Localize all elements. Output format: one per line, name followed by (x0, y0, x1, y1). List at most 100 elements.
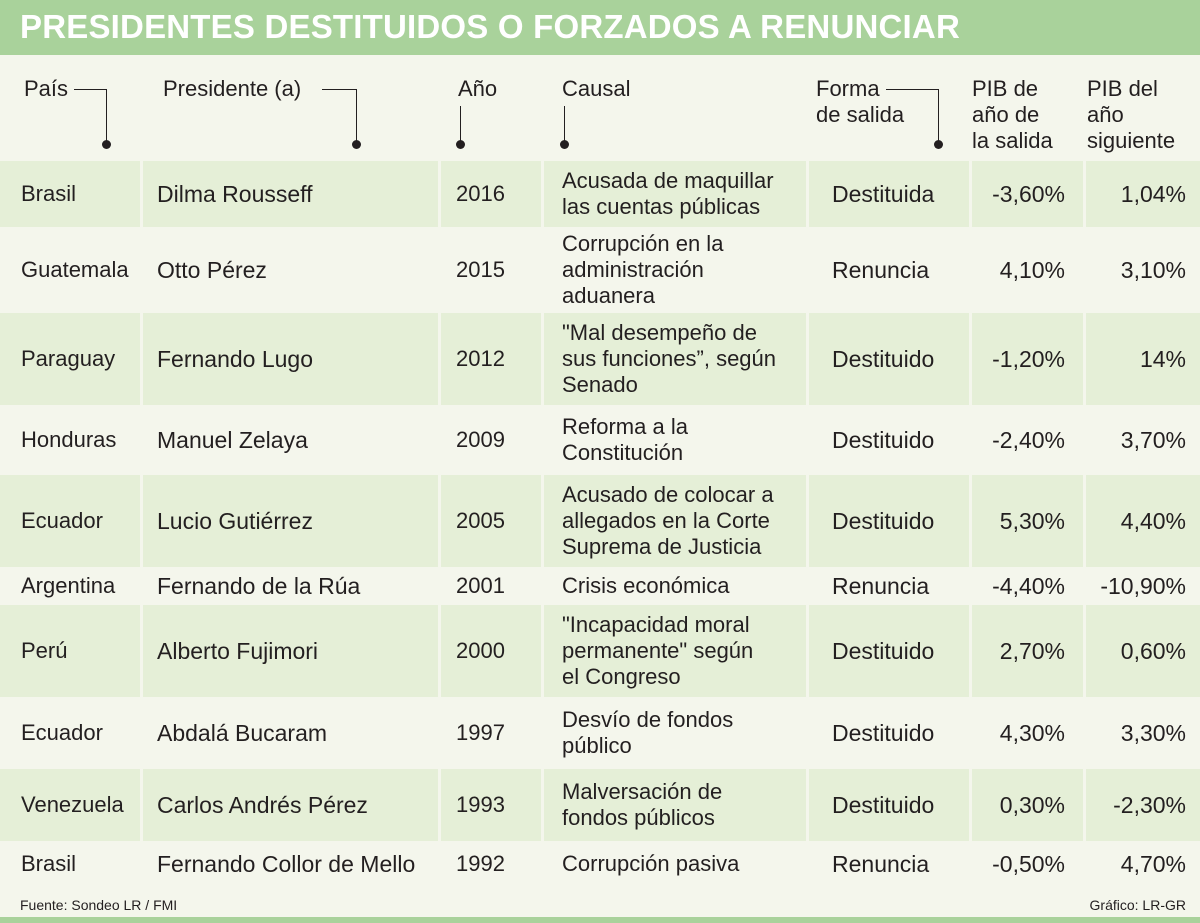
header-pib-salida-line-1: PIB de (972, 76, 1039, 101)
cell-forma: Renuncia (809, 567, 969, 605)
causal-line: allegados en la Corte (562, 508, 770, 533)
causal-line: Senado (562, 372, 638, 397)
causal-lines: Corrupción en la administración aduanera (562, 231, 723, 309)
cell-pais-text: Paraguay (21, 346, 116, 371)
cell-presidente: Fernando Lugo (143, 313, 438, 405)
cell-pais: Ecuador (0, 475, 140, 567)
cell-pais-text: Argentina (21, 573, 116, 598)
cell-presidente-text: Abdalá Bucaram (157, 719, 328, 746)
cell-forma: Destituido (809, 475, 969, 567)
cell-causal: Corrupción pasiva (544, 841, 806, 887)
cell-presidente-text: Alberto Fujimori (157, 637, 319, 664)
table-row: Paraguay Fernando Lugo 2012 "Mal desempeño … (0, 313, 1200, 405)
causal-line: Suprema de Justicia (562, 534, 762, 559)
causal-line: público (562, 733, 632, 758)
cell-anio-text: 1997 (456, 720, 505, 745)
causal-line: Corrupción en la (562, 231, 724, 256)
cell-forma-text: Destituido (832, 426, 935, 453)
cell-pib-salida: -3,60% (972, 161, 1083, 227)
cell-anio: 1997 (441, 697, 541, 769)
cell-pib-siguiente: -2,30% (1086, 769, 1200, 841)
cell-anio-text: 2000 (456, 638, 505, 663)
cell-pib-salida: 4,10% (972, 227, 1083, 313)
table-row: Perú Alberto Fujimori 2000 "Incapacidad mor… (0, 605, 1200, 697)
causal-line: administración (562, 257, 704, 282)
cell-pais: Brasil (0, 841, 140, 887)
cell-pais: Brasil (0, 161, 140, 227)
cell-forma: Renuncia (809, 841, 969, 887)
table-row: Argentina Fernando de la Rúa 2001 Crisis ec… (0, 567, 1200, 605)
cell-presidente-text: Fernando Lugo (157, 345, 314, 372)
cell-pib-siguiente: 4,40% (1086, 475, 1200, 567)
page-title: PRESIDENTES DESTITUIDOS O FORZADOS A REN… (20, 8, 960, 45)
cell-pib-siguiente: 3,70% (1086, 405, 1200, 475)
causal-line: Constitución (562, 440, 684, 465)
cell-pais-text: Ecuador (21, 508, 103, 533)
header-pib-salida-line-3: la salida (972, 128, 1053, 153)
cell-pib-salida-text: -0,50% (992, 850, 1065, 877)
cell-pib-siguiente-text: 14% (1139, 345, 1186, 372)
cell-forma: Destituido (809, 605, 969, 697)
cell-presidente-text: Lucio Gutiérrez (157, 507, 313, 534)
cell-pib-siguiente: 14% (1086, 313, 1200, 405)
cell-presidente: Dilma Rousseff (143, 161, 438, 227)
causal-lines: "Incapacidad moral permanente" según el Co… (562, 612, 753, 690)
causal-line: Malversación de (562, 779, 723, 804)
cell-anio-text: 1992 (456, 851, 505, 876)
causal-line: "Mal desempeño de (562, 320, 757, 345)
cell-presidente-text: Fernando de la Rúa (157, 572, 361, 599)
header-pib-salida-line-2: año de (972, 102, 1040, 127)
cell-pib-siguiente: 4,70% (1086, 841, 1200, 887)
causal-line: fondos públicos (562, 805, 715, 830)
cell-forma-text: Destituida (832, 180, 935, 207)
cell-causal: Corrupción en la administración aduanera (544, 227, 806, 313)
cell-anio: 2001 (441, 567, 541, 605)
cell-causal: Reforma a la Constitución (544, 405, 806, 475)
cell-pais: Paraguay (0, 313, 140, 405)
causal-line: Corrupción pasiva (562, 851, 740, 876)
cell-anio-text: 2009 (456, 427, 505, 452)
cell-presidente-text: Dilma Rousseff (157, 180, 313, 207)
header-forma-line-1: Forma (816, 76, 880, 101)
causal-lines: Desvío de fondos público (562, 707, 733, 759)
cell-pib-salida: -2,40% (972, 405, 1083, 475)
cell-pib-siguiente-text: 1,04% (1120, 180, 1186, 207)
cell-pib-siguiente-text: 4,70% (1120, 850, 1186, 877)
cell-pais-text: Perú (21, 638, 68, 663)
causal-lines: Crisis económica (562, 573, 730, 599)
cell-pib-siguiente-text: 3,10% (1120, 256, 1186, 283)
cell-anio-text: 1993 (456, 792, 505, 817)
cell-pib-salida: -1,20% (972, 313, 1083, 405)
cell-pib-siguiente-text: -10,90% (1100, 572, 1186, 599)
cell-anio-text: 2015 (456, 257, 505, 282)
cell-forma-text: Destituido (832, 507, 935, 534)
table-row: Brasil Fernando Collor de Mello 1992 Corrup… (0, 841, 1200, 887)
cell-pib-salida-text: 2,70% (999, 637, 1065, 664)
causal-line: Acusada de maquillar (562, 168, 774, 193)
cell-pib-salida: 5,30% (972, 475, 1083, 567)
cell-forma-text: Destituido (832, 637, 935, 664)
bottom-bar (0, 917, 1200, 923)
causal-line: Crisis económica (562, 573, 730, 598)
cell-pib-siguiente-text: -2,30% (1113, 791, 1186, 818)
header-pib-salida: PIB de año de la salida (972, 76, 1053, 154)
cell-causal: Malversación de fondos públicos (544, 769, 806, 841)
cell-anio-text: 2012 (456, 346, 505, 371)
cell-forma: Destituido (809, 697, 969, 769)
cell-pais-text: Honduras (21, 427, 117, 452)
cell-pib-salida-text: -2,40% (992, 426, 1065, 453)
credit-note: Gráfico: LR-GR (1089, 897, 1186, 913)
cell-forma: Destituido (809, 769, 969, 841)
cell-pais: Venezuela (0, 769, 140, 841)
cell-forma: Destituido (809, 313, 969, 405)
cell-pib-siguiente-text: 4,40% (1120, 507, 1186, 534)
causal-lines: Corrupción pasiva (562, 851, 739, 877)
cell-presidente: Fernando de la Rúa (143, 567, 438, 605)
table-row: Ecuador Abdalá Bucaram 1997 Desvío de fondo… (0, 697, 1200, 769)
header-pib-siguiente: PIB del año siguiente (1087, 76, 1175, 154)
cell-causal: Crisis económica (544, 567, 806, 605)
cell-pib-salida: 0,30% (972, 769, 1083, 841)
cell-anio-text: 2001 (456, 573, 505, 598)
cell-presidente: Abdalá Bucaram (143, 697, 438, 769)
cell-forma-text: Renuncia (832, 256, 930, 283)
